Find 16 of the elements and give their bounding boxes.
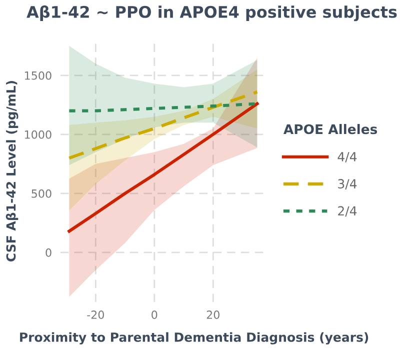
x-axis-title: Proximity to Parental Dementia Diagnosis (years)	[20, 332, 368, 344]
y-axis-title: CSF Aβ1-42 Level (pg/mL)	[6, 81, 18, 262]
x-tick-label: -20	[87, 310, 104, 319]
y-tick-label: 1000	[25, 130, 52, 139]
line-series	[68, 90, 259, 160]
legend-label: 2/4	[338, 206, 357, 217]
y-tick-label: 0	[46, 248, 52, 257]
y-tick-label: 1500	[25, 71, 52, 80]
legend-label: 3/4	[338, 179, 357, 190]
legend-label: 4/4	[338, 152, 357, 162]
chart-title: Aβ1-42 ~ PPO in APOE4 positive subjects	[26, 5, 397, 22]
x-tick-label: 20	[206, 310, 220, 319]
legend-title: APOE Alleles	[283, 124, 378, 134]
line-series	[68, 102, 259, 233]
x-tick-label: 0	[152, 310, 158, 319]
y-tick-label: 500	[32, 189, 52, 198]
